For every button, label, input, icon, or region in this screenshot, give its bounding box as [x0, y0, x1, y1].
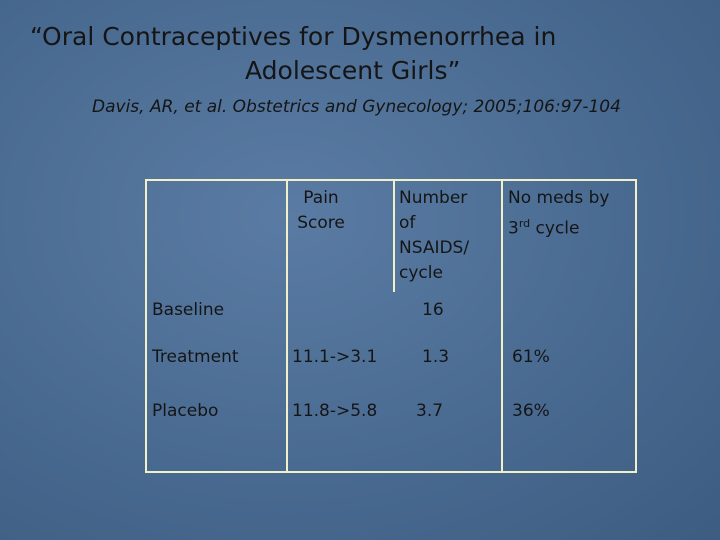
cell: 36% [512, 401, 550, 421]
title-line: Adolescent Girls” [245, 56, 461, 85]
header-cell: Pain Score [292, 186, 350, 236]
header-text: cycle [535, 218, 580, 239]
cell: 16 [422, 300, 444, 320]
cell: 11.8->5.8 [292, 401, 378, 421]
row-label: Treatment [152, 347, 239, 367]
column-line [393, 179, 395, 292]
cell: 1.3 [422, 347, 450, 367]
header-line: NSAIDS/ [399, 238, 470, 258]
column-line [286, 179, 288, 471]
title-line: “Oral Contraceptives for Dysmenorrhea in [30, 22, 557, 51]
header-line: 3rd cycle [508, 211, 609, 242]
cell: 3.7 [416, 401, 444, 421]
cell: 11.1->3.1 [292, 347, 378, 367]
header-cell: No meds by 3rd cycle [508, 186, 609, 242]
column-line [501, 179, 503, 471]
row-label: Baseline [152, 300, 225, 320]
row-label: Placebo [152, 401, 219, 421]
citation: Davis, AR, et al. Obstetrics and Gynecol… [92, 97, 621, 117]
header-line: of [399, 213, 416, 233]
header-line: No meds by [508, 188, 610, 208]
header-line: Pain [303, 188, 339, 208]
table-border [145, 179, 637, 473]
cell: 61% [512, 347, 550, 367]
header-line: Number [399, 188, 468, 208]
superscript: rd [518, 217, 531, 230]
header-text: 3 [508, 218, 519, 239]
header-line: Score [297, 213, 345, 233]
header-line: cycle [399, 263, 443, 283]
header-cell: Number of NSAIDS/ cycle [399, 186, 469, 286]
